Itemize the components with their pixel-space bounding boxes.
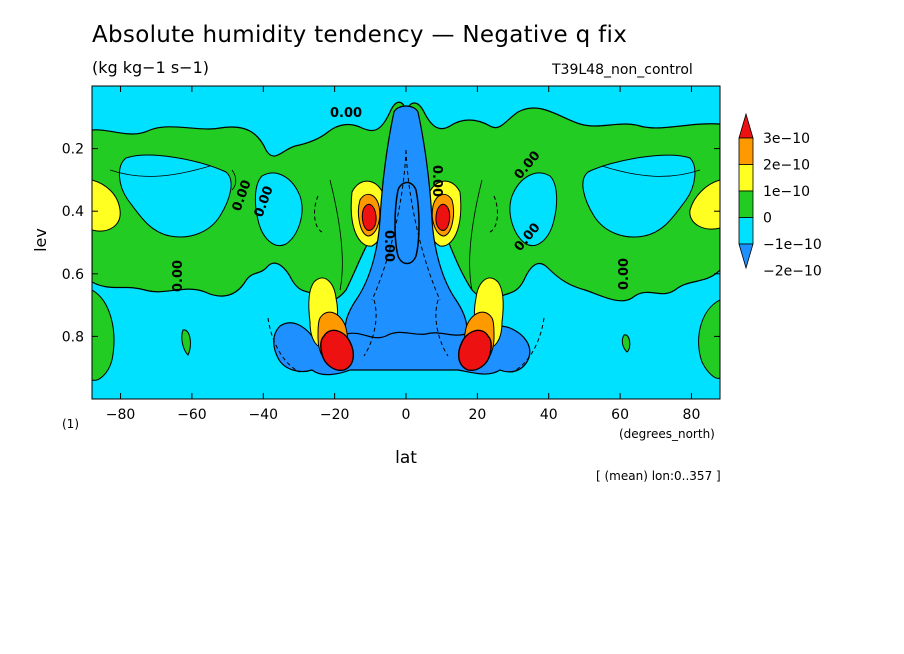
positive-max-north-lower-peak	[457, 329, 493, 371]
negative-contours	[267, 149, 545, 373]
x-tick-label: 0	[402, 407, 411, 423]
x-tick-label: −40	[248, 407, 278, 423]
colorbar: 3e−10 2e−10 1e−10 0 −1e−10 −2e−10	[738, 112, 822, 280]
contour-label: 0.00	[381, 230, 396, 262]
colorbar-arrow-bottom	[738, 243, 754, 270]
contour-label: 0.00	[330, 106, 362, 121]
colorbar-segment	[738, 164, 754, 192]
contour-label: 0.00	[171, 260, 186, 292]
averaging-note: [ (mean) lon:0..357 ]	[596, 469, 721, 483]
x-tick-label: −60	[177, 407, 207, 423]
x-tick-label: 20	[468, 407, 486, 423]
contour-label: 0.00	[429, 165, 444, 197]
x-tick-label: −20	[320, 407, 350, 423]
colorbar-label: 3e−10	[763, 131, 810, 147]
run-name: T39L48_non_control	[552, 62, 693, 78]
positive-max-south-pole	[92, 179, 121, 232]
positive-contours	[109, 165, 701, 291]
chart-title: Absolute humidity tendency — Negative q …	[92, 22, 628, 48]
panel-label: (1)	[62, 417, 79, 431]
y-tick-label: 0.4	[62, 204, 84, 220]
neutral-region	[509, 172, 558, 246]
x-tick-label: 40	[540, 407, 558, 423]
colorbar-label: −2e−10	[763, 264, 822, 280]
plot-area	[92, 86, 720, 399]
neutral-region	[119, 154, 232, 238]
positive-patch	[621, 334, 631, 353]
positive-max-south-upper-peak	[361, 203, 377, 231]
colorbar-segment	[738, 137, 754, 165]
colorbar-segment	[738, 217, 754, 245]
colorbar-label: 0	[763, 211, 772, 227]
positive-max-north-upper-peak	[435, 203, 451, 231]
x-axis-units: (degrees_north)	[619, 427, 715, 441]
x-tick-label: 60	[611, 407, 629, 423]
y-tick-label: 0.2	[62, 142, 84, 158]
x-axis: −80 −60 −40 −20 0 20 40 60 80	[106, 86, 701, 423]
neutral-region	[254, 172, 303, 246]
x-axis-label: lat	[395, 448, 417, 468]
neutral-region	[582, 154, 696, 238]
chart-units: (kg kg−1 s−1)	[92, 58, 210, 77]
positive-patch	[181, 329, 191, 356]
colorbar-label: 1e−10	[763, 184, 810, 200]
y-axis-label: lev	[31, 228, 50, 252]
colorbar-segment	[738, 190, 754, 218]
positive-patch	[698, 299, 720, 379]
colorbar-label: 2e−10	[763, 158, 810, 174]
positive-patch	[92, 289, 115, 381]
x-tick-label: −80	[106, 407, 136, 423]
positive-max-south-lower-peak	[319, 329, 355, 371]
colorbar-label: −1e−10	[763, 237, 822, 253]
positive-max-north-pole	[689, 179, 720, 230]
y-tick-label: 0.8	[62, 329, 84, 345]
colorbar-arrow-top	[738, 112, 754, 139]
y-tick-label: 0.6	[62, 267, 84, 283]
negative-min-core	[394, 181, 420, 265]
x-tick-label: 80	[683, 407, 701, 423]
contour-label: 0.00	[617, 258, 632, 290]
y-axis: 0.2 0.4 0.6 0.8	[62, 142, 720, 345]
